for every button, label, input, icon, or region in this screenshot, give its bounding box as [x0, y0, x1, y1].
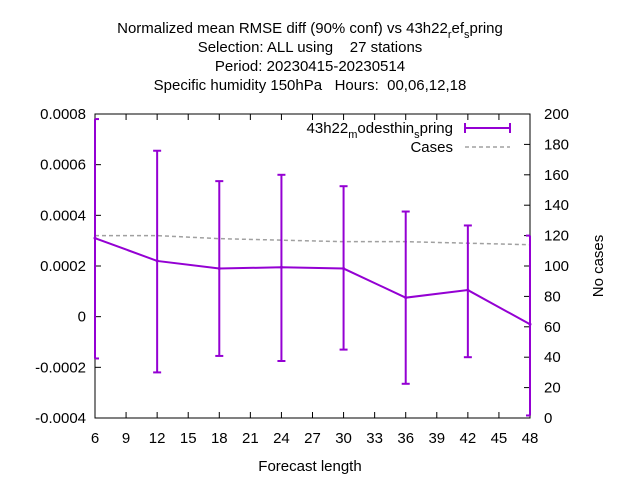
- legend-label-main-series: 43h22modesthinspring: [307, 120, 453, 141]
- data-point: [466, 288, 470, 292]
- y2-tick-label: 80: [544, 288, 561, 305]
- chart-title-line-3: Period: 20230415-20230514: [215, 58, 405, 75]
- y2-axis-ticks: 0 20 40 60 80 100 120 140 160 180 200: [524, 106, 569, 427]
- y-tick-label: -0.0004: [35, 410, 86, 427]
- x-tick-label: 15: [180, 430, 197, 447]
- data-point: [342, 267, 346, 271]
- y2-tick-label: 40: [544, 349, 561, 366]
- y2-tick-label: 180: [544, 136, 569, 153]
- y2-tick-label: 160: [544, 167, 569, 184]
- x-tick-label: 21: [242, 430, 259, 447]
- data-point: [528, 322, 532, 326]
- cases-line: [95, 234, 531, 246]
- y2-axis-label: No cases: [590, 235, 607, 298]
- x-tick-label: 39: [428, 430, 445, 447]
- y-axis-ticks: -0.0004 -0.0002 0 0.0002 0.0004 0.0006 0.0008: [35, 106, 101, 427]
- x-tick-label: 18: [211, 430, 228, 447]
- legend: 43h22modesthinspring Cases: [307, 120, 511, 156]
- legend-label-cases: Cases: [410, 139, 453, 156]
- y2-tick-label: 120: [544, 228, 569, 245]
- y-tick-label: 0.0002: [40, 258, 86, 275]
- x-tick-label: 24: [273, 430, 290, 447]
- data-point: [279, 265, 283, 269]
- y2-tick-label: 0: [544, 410, 552, 427]
- x-tick-label: 42: [460, 430, 477, 447]
- x-tick-label: 27: [304, 430, 321, 447]
- chart-title-line-1: Normalized mean RMSE diff (90% conf) vs …: [117, 20, 503, 41]
- chart-title-line-2: Selection: ALL using 27 stations: [198, 39, 423, 56]
- y2-tick-label: 200: [544, 106, 569, 123]
- y-tick-label: 0.0004: [40, 207, 86, 224]
- chart-title-line-4: Specific humidity 150hPa Hours: 00,06,12…: [154, 77, 467, 94]
- data-point: [404, 296, 408, 300]
- x-axis-label: Forecast length: [258, 458, 361, 475]
- legend-swatch-main-series: [464, 123, 511, 133]
- x-tick-label: 45: [491, 430, 508, 447]
- y2-tick-label: 60: [544, 319, 561, 336]
- x-tick-label: 30: [335, 430, 352, 447]
- data-point: [155, 259, 159, 263]
- y2-tick-label: 100: [544, 258, 569, 275]
- x-axis-ticks: 6 9 12 15 18 21 24 27 30 33 36 39 42 45 48: [91, 114, 539, 447]
- x-tick-label: 9: [122, 430, 130, 447]
- y-tick-label: 0.0008: [40, 106, 86, 123]
- x-tick-label: 48: [522, 430, 539, 447]
- data-point: [93, 236, 97, 240]
- y-tick-label: 0: [78, 309, 86, 326]
- main-series-line: [94, 237, 531, 326]
- cases-series: [95, 234, 531, 246]
- y-tick-label: 0.0006: [40, 157, 86, 174]
- x-tick-label: 36: [397, 430, 414, 447]
- main-series: [93, 118, 532, 417]
- y2-tick-label: 20: [544, 380, 561, 397]
- x-tick-label: 12: [149, 430, 166, 447]
- x-tick-label: 33: [366, 430, 383, 447]
- y2-tick-label: 140: [544, 197, 569, 214]
- y-tick-label: -0.0002: [35, 359, 86, 376]
- x-tick-label: 6: [91, 430, 99, 447]
- data-point: [217, 267, 221, 271]
